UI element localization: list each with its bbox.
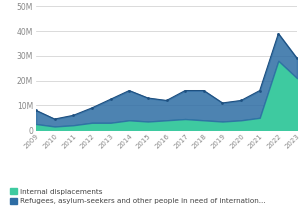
Legend: Internal displacements, Refugees, asylum-seekers and other people in need of int: Internal displacements, Refugees, asylum…: [10, 188, 265, 204]
